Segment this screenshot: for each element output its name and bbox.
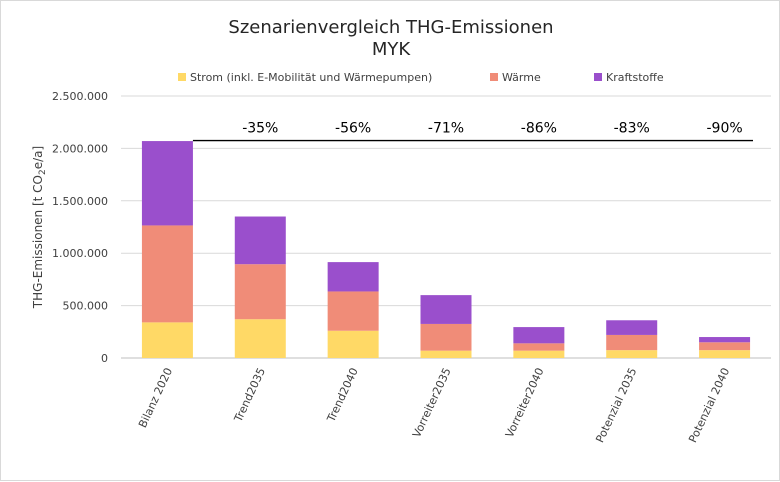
bar-segment bbox=[234, 319, 286, 358]
x-tick-label: Potenzial 2035 bbox=[593, 366, 639, 445]
chart-subtitle: MYK bbox=[372, 39, 412, 60]
legend: Strom (inkl. E-Mobilität und Wärmepumpen… bbox=[178, 71, 664, 84]
x-tick-label: Trend2040 bbox=[324, 366, 361, 425]
y-axis-title: THG-Emissionen [t CO2e/a] bbox=[31, 146, 48, 309]
bar-segment bbox=[606, 334, 658, 351]
legend-label: Wärme bbox=[502, 71, 541, 84]
x-axis-labels: Bilanz 2020 Trend2035 Trend2040 Vorreiter20… bbox=[136, 366, 732, 445]
y-axis-title-main: THG-Emissionen [t CO bbox=[31, 175, 45, 309]
x-tick-label: Bilanz 2020 bbox=[136, 366, 175, 430]
bars bbox=[141, 141, 751, 358]
y-tick-label: 0 bbox=[101, 352, 108, 365]
y-axis-ticks: 0 500.000 1.000.000 1.500.000 2.000.000 2.500… bbox=[52, 90, 108, 365]
y-tick-label: 2.000.000 bbox=[52, 142, 108, 155]
bar-segment bbox=[699, 342, 751, 351]
bar-segment bbox=[513, 327, 565, 344]
bar-segment bbox=[327, 262, 379, 292]
reduction-label: -90% bbox=[706, 121, 742, 137]
reduction-label: -83% bbox=[614, 121, 650, 137]
chart-title: Szenarienvergleich THG-Emissionen bbox=[228, 17, 553, 38]
bar-segment bbox=[327, 291, 379, 331]
y-axis-title-unit: e/a] bbox=[31, 146, 45, 169]
bar-segment bbox=[420, 295, 472, 324]
bar-segment bbox=[606, 350, 658, 358]
bar-segment bbox=[141, 225, 193, 323]
bar-segment bbox=[234, 216, 286, 265]
bar-segment bbox=[699, 350, 751, 358]
bar-segment bbox=[699, 337, 751, 343]
legend-swatch bbox=[178, 73, 186, 81]
legend-label: Kraftstoffe bbox=[606, 71, 664, 84]
bar-segment bbox=[141, 322, 193, 358]
reduction-label: -71% bbox=[428, 121, 464, 137]
reduction-label: -35% bbox=[242, 121, 278, 137]
bar-segment bbox=[141, 141, 193, 226]
legend-label: Strom (inkl. E-Mobilität und Wärmepumpen… bbox=[190, 71, 432, 84]
x-tick-label: Vorreiter2040 bbox=[503, 366, 547, 440]
y-tick-label: 1.000.000 bbox=[52, 247, 108, 260]
bar-segment bbox=[513, 343, 565, 351]
y-tick-label: 1.500.000 bbox=[52, 195, 108, 208]
x-tick-label: Vorreiter2035 bbox=[410, 366, 454, 440]
y-tick-label: 500.000 bbox=[63, 300, 109, 313]
bar-segment bbox=[606, 320, 658, 335]
x-tick-label: Trend2035 bbox=[231, 366, 268, 425]
legend-swatch bbox=[594, 73, 602, 81]
bar-segment bbox=[234, 264, 286, 320]
reduction-label: -86% bbox=[521, 121, 557, 137]
x-tick-label: Potenzial 2040 bbox=[686, 366, 732, 445]
bar-segment bbox=[513, 350, 565, 358]
reduction-label: -56% bbox=[335, 121, 371, 137]
bar-segment bbox=[327, 330, 379, 358]
y-tick-label: 2.500.000 bbox=[52, 90, 108, 103]
reduction-annotations: -35% -56% -71% -86% -83% -90% bbox=[192, 121, 753, 142]
y-axis-title-subscript: 2 bbox=[38, 169, 48, 175]
gridlines bbox=[121, 95, 771, 359]
bar-segment bbox=[420, 323, 472, 351]
bar-segment bbox=[420, 350, 472, 358]
legend-swatch bbox=[490, 73, 498, 81]
